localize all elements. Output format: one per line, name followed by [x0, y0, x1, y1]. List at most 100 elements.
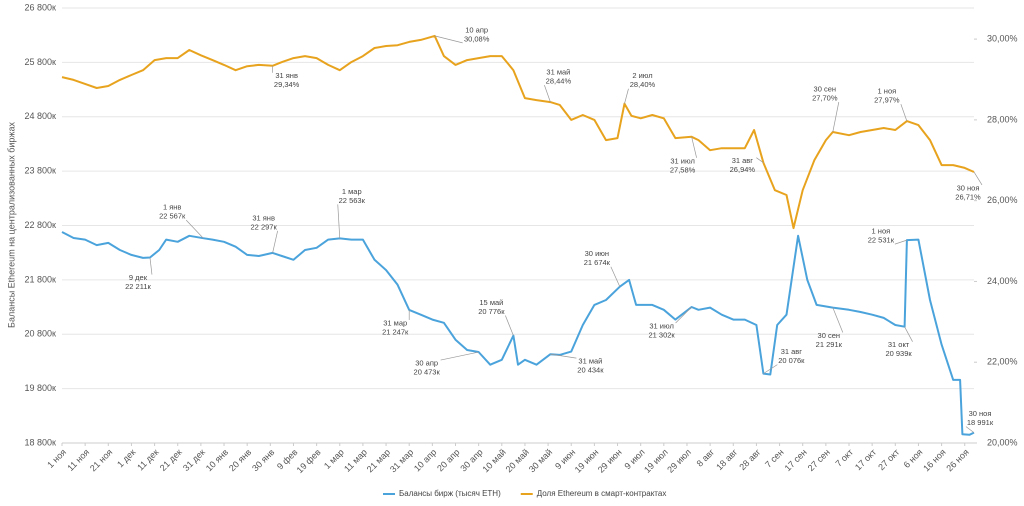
- y2-tick-label: 30,00%: [987, 33, 1018, 43]
- annotation-date: 31 янв: [252, 213, 275, 222]
- x-tick-label: 11 мар: [342, 447, 369, 474]
- y-axis-title: Балансы Ethereum на централизованных бир…: [6, 122, 16, 328]
- annotation-label: 26,94%: [730, 165, 756, 174]
- y-tick-label: 24 800к: [25, 111, 57, 121]
- annotation-label: 22 567к: [159, 212, 186, 221]
- x-tick-label: 11 дек: [135, 447, 161, 473]
- x-tick-label: 30 янв: [250, 447, 276, 473]
- annotation-date: 30 апр: [415, 359, 438, 368]
- x-tick-label: 7 окт: [833, 447, 855, 469]
- x-tick-label: 16 ноя: [921, 447, 948, 474]
- annotation-label: 27,58%: [670, 165, 696, 174]
- annotation-date: 10 апр: [465, 25, 488, 34]
- annotation-label: 21 674к: [584, 258, 611, 267]
- annotation-date: 30 сен: [818, 331, 841, 340]
- x-tick-label: 20 янв: [227, 447, 253, 473]
- x-tick-label: 29 июл: [665, 447, 693, 475]
- annotation-leader: [965, 426, 975, 433]
- annotation-leader: [149, 257, 153, 275]
- annotation-date: 31 авг: [781, 347, 803, 356]
- annotation-date: 31 авг: [732, 156, 754, 165]
- x-tick-label: 10 апр: [412, 447, 438, 473]
- annotation-leader: [440, 351, 479, 361]
- annotation-date: 31 июл: [670, 156, 694, 165]
- annotation-date: 31 май: [578, 357, 602, 366]
- annotation-label: 20 076к: [778, 356, 805, 365]
- annotation-leader: [550, 353, 577, 359]
- x-tick-label: 20 май: [504, 447, 531, 474]
- annotation-date: 1 ноя: [878, 87, 897, 96]
- x-tick-label: 10 май: [481, 447, 508, 474]
- x-tick-label: 30 апр: [458, 447, 484, 473]
- x-tick-label: 26 ноя: [944, 447, 971, 474]
- annotation-label: 21 291к: [816, 340, 843, 349]
- annotation-leader: [624, 88, 629, 104]
- annotation-leader: [675, 306, 692, 324]
- y-tick-label: 25 800к: [25, 57, 57, 67]
- x-tick-label: 27 сен: [806, 447, 832, 473]
- annotation-label: 27,70%: [812, 93, 838, 102]
- annotation-label: 22 531к: [868, 236, 895, 245]
- x-tick-label: 10 янв: [204, 447, 230, 473]
- annotation-leader: [973, 171, 983, 186]
- annotation-date: 31 мар: [383, 318, 407, 327]
- annotation-label: 20 434к: [577, 366, 604, 375]
- annotation-leader: [894, 239, 907, 245]
- x-tick-label: 31 дек: [181, 447, 207, 473]
- annotation-label: 21 302к: [648, 330, 675, 339]
- x-tick-label: 19 фев: [295, 447, 323, 475]
- y2-tick-label: 22,00%: [987, 357, 1018, 367]
- annotation-leader: [832, 101, 840, 133]
- annotation-label: 20 776к: [478, 307, 505, 316]
- annotation-leader: [610, 266, 621, 287]
- annotation-label: 28,40%: [630, 80, 656, 89]
- x-tick-label: 28 авг: [737, 447, 763, 473]
- annotation-label: 22 211к: [125, 282, 151, 291]
- annotation-label: 28,44%: [546, 77, 572, 86]
- y2-tick-label: 24,00%: [987, 276, 1018, 286]
- y2-tick-label: 20,00%: [987, 437, 1018, 447]
- annotation-leader: [904, 326, 913, 342]
- annotation-label: 26,71%: [955, 192, 981, 201]
- annotation-date: 30 ноя: [957, 183, 980, 192]
- x-tick-label: 19 июн: [573, 447, 601, 475]
- x-tick-label: 17 окт: [853, 447, 878, 472]
- annotation-label: 22 563к: [339, 196, 366, 205]
- annotation-date: 31 май: [546, 68, 570, 77]
- annotation-label: 18 991к: [967, 418, 994, 427]
- annotation-leader: [756, 157, 764, 163]
- x-tick-label: 17 сен: [783, 447, 809, 473]
- series-line: [61, 34, 975, 230]
- x-tick-label: 20 апр: [435, 447, 461, 473]
- annotation-label: 29,34%: [274, 80, 300, 89]
- annotation-leader: [900, 103, 908, 122]
- annotation-leader: [505, 315, 514, 336]
- legend-label: Балансы бирж (тысяч ETH): [399, 489, 501, 498]
- y-tick-label: 18 800к: [25, 437, 57, 447]
- y-tick-label: 20 800к: [25, 329, 57, 339]
- y2-tick-label: 26,00%: [987, 195, 1018, 205]
- annotation-date: 15 май: [479, 298, 503, 307]
- x-tick-label: 19 июл: [642, 447, 670, 475]
- annotation-leader: [544, 84, 551, 103]
- annotation-leader: [434, 35, 463, 44]
- annotation-date: 30 июн: [585, 249, 609, 258]
- x-tick-label: 1 дек: [115, 447, 137, 469]
- annotation-date: 30 ноя: [969, 409, 992, 418]
- y-tick-label: 22 800к: [25, 220, 57, 230]
- y-tick-label: 21 800к: [25, 274, 57, 284]
- annotation-leader: [691, 136, 697, 158]
- y-tick-label: 19 800к: [25, 383, 57, 393]
- y-tick-label: 26 800к: [25, 2, 57, 12]
- x-tick-label: 11 ноя: [65, 447, 91, 473]
- annotation-date: 1 мар: [342, 187, 362, 196]
- x-tick-label: 21 ноя: [88, 447, 115, 474]
- annotation-leader: [185, 219, 204, 239]
- x-tick-label: 18 авг: [714, 447, 740, 473]
- series-line: [61, 231, 975, 436]
- x-tick-label: 29 июн: [596, 447, 624, 475]
- x-tick-label: 27 окт: [876, 447, 901, 472]
- annotation-date: 30 сен: [814, 84, 837, 93]
- x-tick-label: 21 дек: [158, 447, 184, 473]
